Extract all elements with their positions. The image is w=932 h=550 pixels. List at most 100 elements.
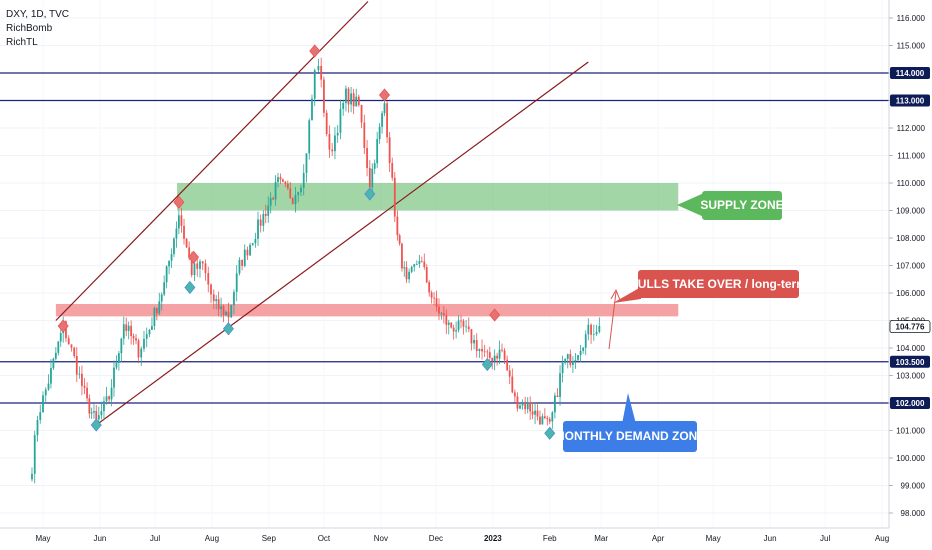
candle-body [294,195,297,205]
bulls-callout[interactable]: BULLS TAKE OVER / long-term [613,270,807,303]
x-tick-label: Aug [205,534,219,543]
candle-body [259,219,262,226]
candle-body [190,257,193,276]
candle-body [325,112,328,135]
swing-high-marker [188,250,200,264]
x-tick-label: Jul [820,534,830,543]
candle-body [140,348,143,358]
candle-body [478,348,481,352]
y-tick-label: 99.000 [901,482,926,491]
candle-body [493,355,496,361]
candle-body [83,385,86,388]
y-tick-label: 98.000 [901,509,926,518]
candle-body [110,387,113,400]
candle-body [153,307,156,327]
level-tag [890,397,930,409]
candle-body [579,350,582,356]
candle-body [177,215,180,229]
candle-body [254,238,257,244]
candle-body [410,266,413,272]
candle-body [519,405,521,409]
candle-body [373,163,376,169]
y-tick-label: 109.000 [896,207,925,216]
candle-body [455,330,458,332]
swing-low-marker [481,357,493,372]
candle-body [483,351,486,353]
candle-body [120,338,123,354]
candle-body [199,261,201,269]
x-tick-label: Aug [875,534,889,543]
supply-zone-callout[interactable]: SUPPLY ZONE [677,191,784,220]
bulls-label: BULLS TAKE OVER / long-term [629,277,807,291]
candle-body [452,327,455,332]
candle-body [401,243,403,269]
price-axis-tags: 114.000 113.000 103.500 102.000 104.776 [889,67,931,409]
candle-body [506,359,509,371]
swing-low-marker [364,187,376,201]
candle-body [524,402,527,410]
candle-body [33,435,36,474]
candle-body [425,267,428,283]
candle-body [403,267,406,269]
demand-label: MONTHLY DEMAND ZONE [555,429,706,443]
candle-body [551,412,554,422]
candle-body [381,113,383,127]
candle-body [408,271,411,280]
candle-body [196,263,199,269]
candle-body [277,177,279,183]
candle-body [516,396,519,409]
x-tick-label: Sep [262,534,277,543]
candle-body [363,122,366,149]
candle-body [559,373,561,397]
candle-body [447,322,450,325]
y-tick-label: 106.000 [896,289,925,298]
candle-body [342,103,345,109]
current-price-label: 104.776 [896,323,925,332]
candle-body [282,179,284,182]
candle-body [320,65,323,80]
candle-body [445,315,448,325]
time-axis[interactable]: May Jun Jul Aug Sep Oct Nov Dec 2023 Feb Mar Apr May… [35,534,889,543]
x-tick-label: Jun [764,534,777,543]
candle-body [475,339,478,352]
x-tick-label: Nov [374,534,388,543]
candle-body [473,339,475,344]
level-tag-label: 102.000 [896,399,925,408]
candle-body [566,354,569,359]
swing-low-marker [184,280,196,295]
candle-body [498,349,501,359]
x-tick-label: Jun [93,534,106,543]
price-axis[interactable]: 98.000 99.000 100.000 101.000 102.000 103.000… [889,14,926,518]
candle-body [553,395,556,413]
candle-body [584,334,587,348]
candle-body [513,392,516,397]
candle-body [368,167,371,188]
candle-body [108,396,110,400]
candle-body [595,331,598,335]
candle-body [201,261,204,264]
candle-body [42,395,44,413]
candle-body [311,98,313,121]
candle-body [274,182,277,200]
candle-body [132,336,135,339]
symbol-title: DXY, 1D, TVC [6,9,69,20]
x-tick-label: Feb [543,534,557,543]
candle-body [105,396,108,402]
candle-body [267,205,270,216]
candle-body [339,108,342,133]
y-tick-label: 111.000 [897,152,925,161]
candle-body [212,294,215,302]
demand-callout[interactable]: MONTHLY DEMAND ZONE [555,393,706,452]
candle-body [396,216,399,236]
candle-body [457,320,460,331]
candle-body [470,329,473,344]
candle-body [393,177,396,217]
candle-body [561,362,564,374]
candle-body [284,181,287,184]
candle-body [81,373,83,386]
candle-body [526,402,529,410]
bulls-arrow [608,288,621,350]
y-tick-label: 115.000 [897,42,926,51]
candle-body [297,192,300,196]
